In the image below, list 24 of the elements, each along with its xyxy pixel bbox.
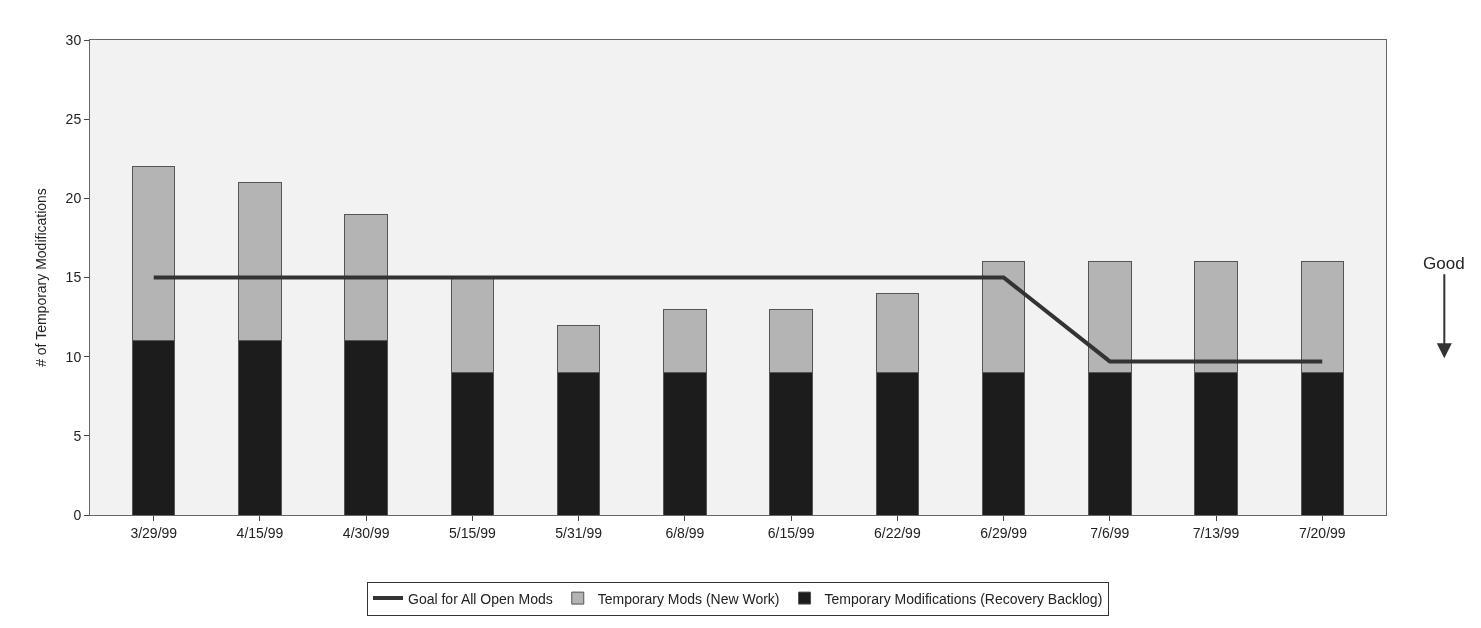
y-tick-label: 25	[65, 111, 82, 128]
y-tick-label: 15	[65, 269, 82, 286]
x-tick-label: 6/29/99	[980, 524, 1028, 541]
legend-label: Goal for All Open Mods	[408, 590, 553, 607]
x-tick-label: 7/6/99	[1090, 524, 1130, 541]
text: Good	[1423, 254, 1465, 273]
x-tick-label: 6/8/99	[665, 524, 705, 541]
x-tick-label: 5/31/99	[555, 524, 603, 541]
x-tick-label: 7/13/99	[1192, 524, 1240, 541]
y-tick-label: 10	[65, 348, 82, 365]
y-axis-title: # of Temporary Modifications	[33, 188, 50, 367]
y-tick-label: 20	[65, 190, 82, 207]
x-tick-label: 6/15/99	[767, 524, 815, 541]
legend-label: Temporary Modifications (Recovery Backlog)	[824, 590, 1103, 607]
y-tick-label: 30	[65, 31, 82, 48]
x-tick-label: 7/20/99	[1298, 524, 1346, 541]
y-tick-label: 0	[73, 506, 82, 523]
x-tick-label: 6/22/99	[873, 524, 921, 541]
x-tick-label: 4/15/99	[236, 524, 284, 541]
legend-label: Temporary Mods (New Work)	[597, 590, 780, 607]
x-tick-label: 5/15/99	[449, 524, 496, 541]
y-tick-label: 5	[73, 427, 82, 444]
x-tick-label: 4/30/99	[342, 524, 390, 541]
x-tick-label: 3/29/99	[130, 524, 178, 541]
